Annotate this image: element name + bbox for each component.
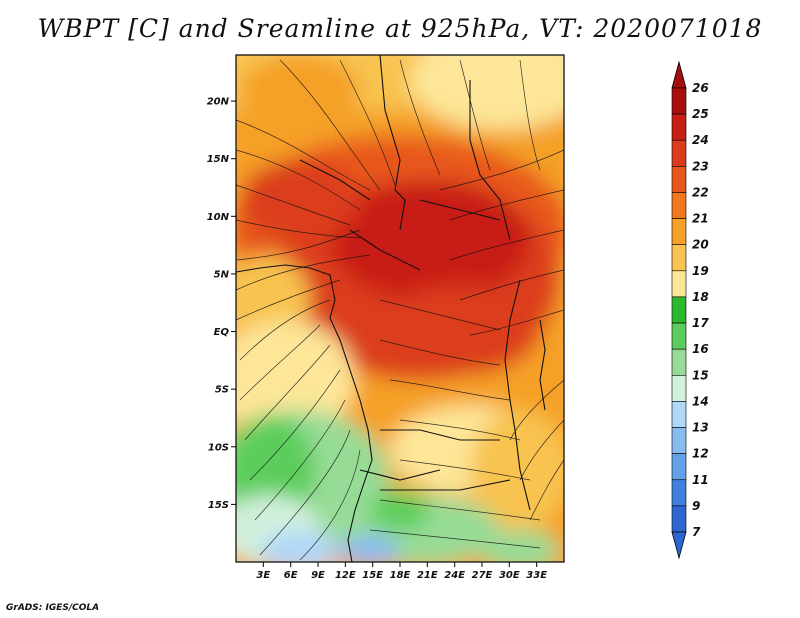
streamlines (236, 59, 564, 561)
colorbar-label: 9 (692, 499, 700, 513)
lon-tick-label: 6E (284, 570, 298, 581)
colorbar-label: 16 (692, 342, 709, 356)
colorbar-label: 7 (692, 525, 701, 539)
lon-tick-label: 27E (472, 570, 493, 581)
lat-tick-label: 15N (207, 154, 230, 165)
colorbar-swatch (671, 87, 687, 115)
colorbar-label: 25 (692, 107, 709, 121)
lon-tick-label: 9E (311, 570, 325, 581)
colorbar-label: 20 (692, 238, 709, 252)
grads-credit: GrADS: IGES/COLA (6, 603, 100, 613)
colorbar-swatch (671, 139, 687, 167)
colorbar-bottom-arrow (671, 531, 687, 560)
colorbar-top-arrow (671, 60, 687, 89)
colorbar-swatch (671, 479, 687, 507)
colorbar-label: 13 (692, 421, 709, 435)
colorbar-swatch (671, 505, 687, 533)
colorbar-swatch (671, 296, 687, 324)
colorbar-label: 14 (692, 394, 709, 408)
colorbar-swatch (671, 453, 687, 481)
map-plot-area (236, 55, 564, 562)
lat-tick-label: 5S (215, 385, 229, 396)
colorbar-label: 15 (692, 368, 709, 382)
lat-tick-label: 15S (208, 500, 229, 511)
colorbar-swatch (671, 348, 687, 376)
colorbar-swatch (671, 401, 687, 428)
colorbar-swatch (671, 166, 687, 193)
lat-tick-label: EQ (214, 327, 230, 338)
lon-tick-label: 15E (362, 570, 383, 581)
colorbar-label: 12 (692, 447, 709, 461)
chart-title: WBPT [C] and Sreamline at 925hPa, VT: 20… (37, 14, 763, 43)
lat-tick-label: 20N (207, 97, 230, 108)
lat-tick-label: 5N (214, 269, 230, 280)
lon-tick-label: 21E (417, 570, 438, 581)
latitude-axis: 20N 15N 10N 5N EQ 5S 10S 15S (207, 97, 236, 511)
colorbar-swatch (671, 427, 687, 454)
colorbar-label: 19 (692, 264, 709, 278)
colorbar-swatch (671, 270, 687, 298)
colorbar-swatch (671, 113, 687, 141)
colorbar-label: 18 (692, 290, 709, 304)
colorbar-label: 26 (692, 81, 709, 95)
colorbar-label: 24 (692, 133, 709, 147)
colorbar-swatch (671, 192, 687, 219)
lon-tick-label: 24E (444, 570, 465, 581)
colorbar-label: 21 (692, 212, 709, 226)
colorbar-swatch (671, 218, 687, 246)
colorbar-swatch (671, 374, 687, 402)
coastlines-borders (236, 55, 546, 562)
lon-tick-label: 30E (499, 570, 520, 581)
colorbar-label: 23 (692, 159, 709, 173)
lon-tick-label: 33E (526, 570, 547, 581)
lat-tick-label: 10S (208, 442, 229, 453)
colorbar-label: 11 (692, 473, 709, 487)
colorbar-swatch (671, 244, 687, 272)
colorbar-label: 22 (692, 185, 709, 199)
lon-tick-label: 18E (390, 570, 411, 581)
lon-tick-label: 12E (335, 570, 356, 581)
lat-tick-label: 10N (207, 212, 230, 223)
colorbar-swatch (671, 322, 687, 350)
longitude-axis: 3E 6E 9E 12E 15E 18E 21E 24E 27E 30E 33E (256, 562, 547, 581)
colorbar-label: 17 (692, 316, 709, 330)
colorbar: 26 25 24 23 22 21 20 19 18 17 16 15 14 13 12 11 9 7 (671, 60, 709, 560)
lon-tick-label: 3E (256, 570, 270, 581)
